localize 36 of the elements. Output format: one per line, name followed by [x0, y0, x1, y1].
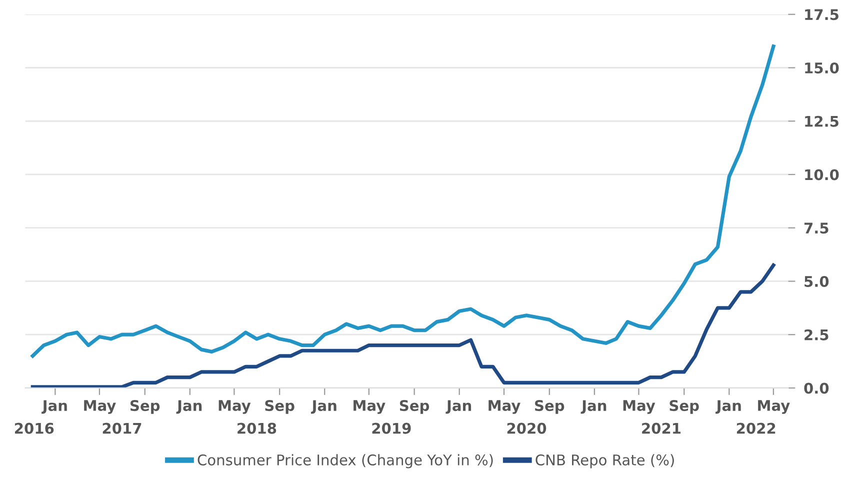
y-tick-label: 17.5: [805, 9, 838, 20]
x2-tick-label: 2020: [507, 422, 546, 434]
x2-tick-label: 2019: [372, 422, 411, 434]
x-tick-label: Jan: [446, 400, 472, 414]
x-tick-label: Jan: [716, 400, 741, 414]
x-tick-label: Jan: [176, 400, 202, 414]
x-tick-label: May: [758, 400, 790, 414]
x-tick-label: May: [218, 400, 251, 414]
x-tick-label: Jan: [310, 400, 336, 414]
x-tick-label: May: [354, 400, 386, 414]
x-tick-label: Sep: [130, 400, 160, 414]
x2-tick-label: 2021: [642, 422, 681, 434]
x-tick-label: May: [84, 400, 116, 414]
x-tick-label: May: [623, 400, 656, 414]
legend-label: Consumer Price Index (Change YoY in %): [198, 454, 493, 468]
line-series: [30, 263, 776, 388]
x2-tick-label: 2022: [736, 422, 776, 434]
x-tick-label: May: [488, 400, 520, 414]
x-tick-label: Sep: [265, 400, 294, 414]
y-tick-label: 5.0: [804, 276, 829, 287]
legend-label: CNB Repo Rate (%): [536, 454, 674, 468]
x-tick-label: Jan: [42, 400, 67, 414]
x-tick-label: Sep: [535, 400, 564, 414]
y-tick-label: 0.0: [804, 382, 829, 394]
x2-tick-label: 2016: [15, 422, 54, 434]
x-tick-label: Jan: [580, 400, 606, 414]
y-tick-label: 15.0: [805, 62, 839, 74]
x-tick-label: Sep: [670, 400, 699, 414]
y-tick-label: 7.5: [804, 222, 828, 234]
x-tick-label: Sep: [400, 400, 430, 414]
x2-tick-label: 2017: [102, 422, 142, 434]
y-tick-label: 12.5: [805, 116, 838, 127]
y-tick-label: 2.5: [804, 329, 828, 340]
x2-tick-label: 2018: [238, 422, 276, 434]
y-tick-label: 10.0: [805, 169, 839, 180]
line-series: [30, 44, 776, 358]
